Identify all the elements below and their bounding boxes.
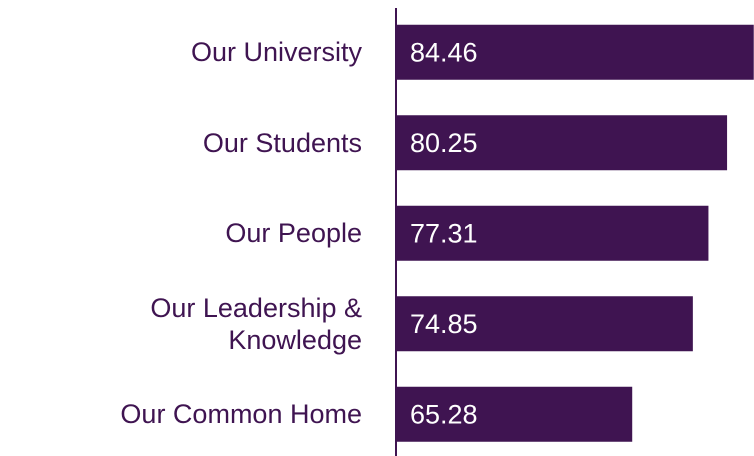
value-label: 65.28	[410, 399, 478, 429]
value-label: 74.85	[410, 309, 478, 339]
value-label: 84.46	[410, 37, 478, 67]
y-tick-label: Our University	[190, 37, 362, 68]
bar	[396, 115, 728, 171]
bar	[396, 24, 754, 80]
y-tick-label: Our Common Home	[120, 399, 362, 430]
value-label: 80.25	[410, 128, 478, 158]
value-label: 77.31	[410, 218, 478, 248]
bar	[396, 205, 709, 261]
bar	[396, 386, 633, 442]
y-tick-label: Our Leadership & Knowledge	[150, 292, 362, 355]
y-tick-label: Our Students	[202, 127, 362, 158]
bar	[396, 296, 693, 352]
y-tick-label: Our People	[225, 218, 362, 249]
